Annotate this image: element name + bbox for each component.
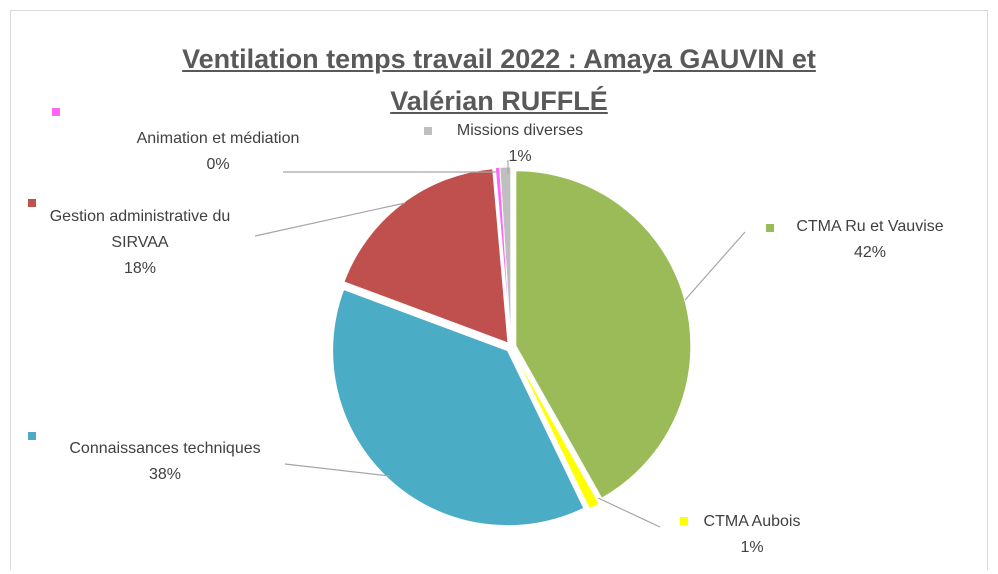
category-label: Connaissances techniques	[69, 440, 261, 457]
legend-marker	[766, 224, 774, 232]
data-label: Missions diverses 1%	[410, 118, 630, 170]
leader-line	[254, 202, 406, 237]
category-label: Animation et médiation	[136, 130, 300, 147]
leader-line	[597, 497, 661, 528]
data-label: Animation et médiation 0%	[103, 126, 333, 178]
legend-marker	[28, 199, 36, 207]
value-label: 42%	[853, 244, 887, 261]
legend-marker	[52, 108, 60, 116]
leader-line	[684, 231, 746, 301]
pie-slice	[499, 166, 512, 343]
value-label: 38%	[148, 466, 182, 483]
legend-marker	[424, 127, 432, 135]
legend-marker	[680, 517, 688, 525]
chart-frame	[10, 10, 988, 570]
value-label: 1%	[740, 539, 764, 556]
data-label: CTMA Aubois 1%	[672, 509, 832, 561]
leader-line	[284, 463, 391, 477]
value-label: 18%	[123, 260, 157, 277]
pie-slice	[515, 170, 692, 499]
value-label: 0%	[206, 156, 230, 173]
category-label: Gestion administrative du SIRVAA	[49, 208, 231, 251]
category-label: CTMA Aubois	[703, 513, 801, 530]
legend-marker	[28, 432, 36, 440]
category-label: Missions diverses	[456, 122, 584, 139]
chart-title: Ventilation temps travail 2022 : Amaya G…	[182, 44, 816, 116]
data-label: CTMA Ru et Vauvise 42%	[770, 214, 970, 266]
pie-slice	[332, 288, 585, 527]
data-label: Gestion administrative du SIRVAA 18%	[40, 204, 240, 282]
pie-slice	[512, 351, 600, 510]
value-label: 1%	[508, 148, 532, 165]
category-label: CTMA Ru et Vauvise	[796, 218, 944, 235]
data-label: Connaissances techniques 38%	[35, 436, 295, 488]
